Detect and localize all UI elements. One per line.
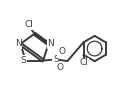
- Text: Cl: Cl: [80, 58, 89, 67]
- Text: O: O: [58, 47, 65, 56]
- Text: O: O: [57, 63, 63, 72]
- Text: N: N: [47, 39, 54, 48]
- Text: Cl: Cl: [24, 20, 33, 29]
- Text: S: S: [53, 55, 59, 64]
- Text: S: S: [20, 56, 26, 65]
- Text: N: N: [15, 39, 22, 48]
